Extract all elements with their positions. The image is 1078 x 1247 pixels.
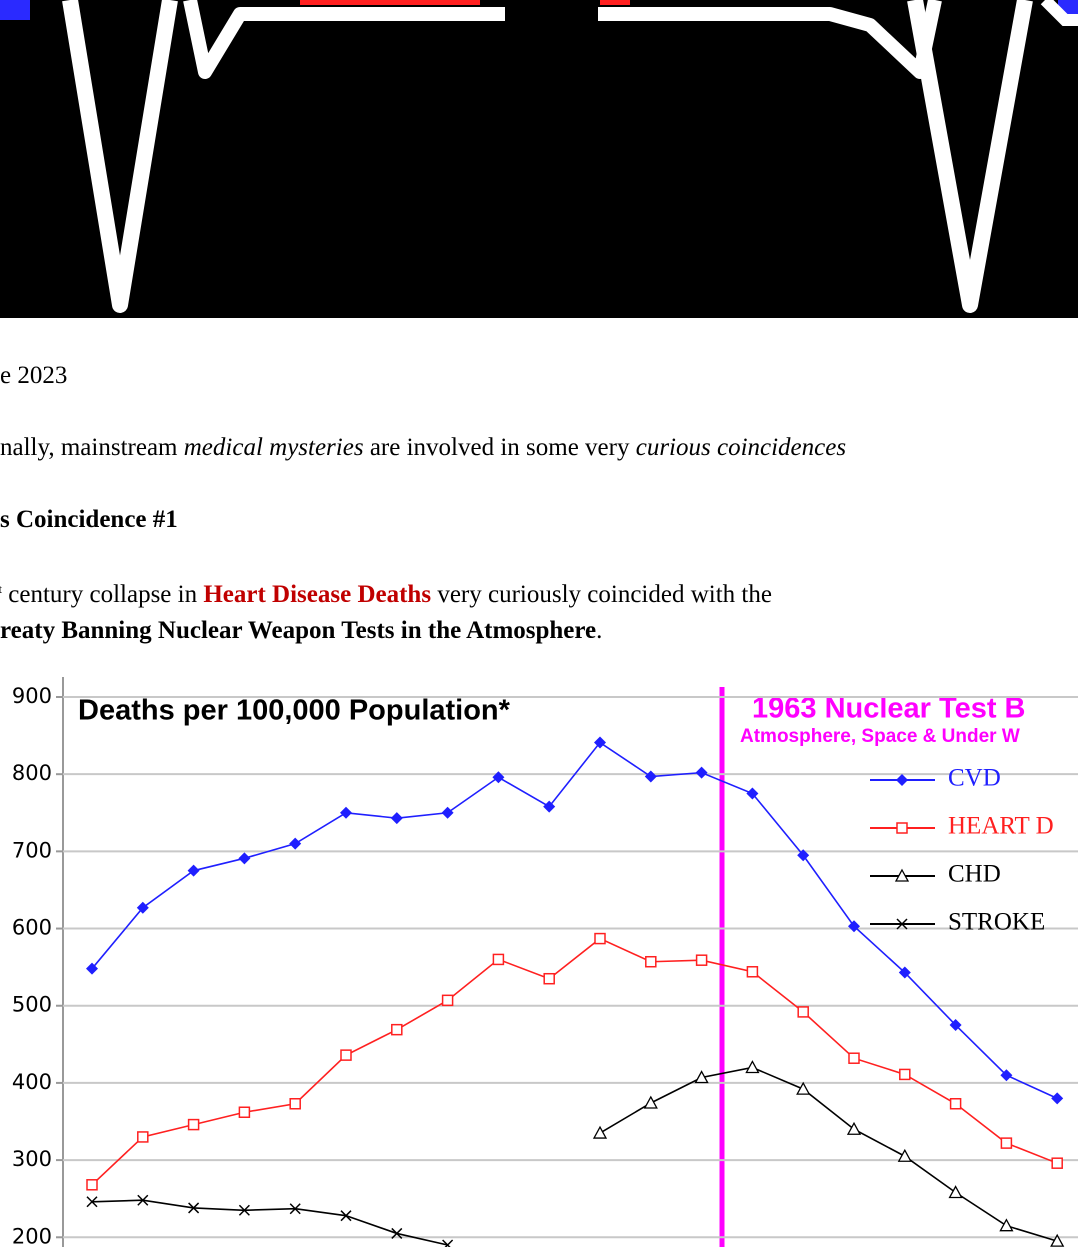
y-tick-label: 700 (12, 838, 52, 862)
text: are involved in some very (363, 434, 636, 461)
data-point (340, 1049, 352, 1061)
legend-label: STROKE (948, 909, 1045, 936)
text: reaty Banning Nuclear Weapon Tests in th… (0, 617, 597, 644)
data-point (694, 1070, 709, 1084)
text: medical mysteries (183, 434, 364, 461)
data-point (86, 1196, 98, 1208)
heading: s Coincidence #1 (0, 506, 178, 533)
paragraph: st century collapse in Heart Disease Dea… (0, 581, 772, 609)
sup: st (0, 581, 3, 596)
data-point (594, 932, 606, 945)
link[interactable]: Heart Disease Deaths (203, 581, 432, 608)
paragraph-line: reaty Banning Nuclear Weapon Tests in th… (0, 617, 602, 645)
data-point (695, 766, 708, 779)
date: e 2023 (0, 362, 68, 389)
legend-label: HEART D (948, 813, 1054, 840)
legend-marker (896, 918, 908, 930)
y-tick-label: 300 (12, 1147, 52, 1171)
data-point (796, 1081, 811, 1095)
text: very curiously coincided with the (431, 581, 772, 608)
data-point (746, 966, 759, 978)
data-point (643, 1095, 658, 1109)
data-point (238, 1106, 251, 1118)
data-point (897, 1148, 912, 1162)
data-point (238, 1204, 250, 1216)
y-tick-label: 500 (12, 993, 52, 1017)
data-point (340, 1210, 352, 1222)
data-point (1000, 1069, 1013, 1082)
data-point (187, 864, 200, 877)
data-point (137, 1194, 149, 1206)
legend-label: CVD (948, 765, 1001, 792)
data-point (645, 955, 657, 968)
data-point (899, 1068, 911, 1081)
data-point (390, 812, 403, 825)
data-point (391, 1023, 403, 1036)
data-point (594, 736, 606, 749)
intro: nally, mainstream medical mysteries are … (0, 434, 846, 462)
data-point (949, 1098, 962, 1110)
data-point (137, 1131, 149, 1143)
data-point (86, 962, 98, 975)
data-point (187, 1118, 200, 1131)
chart: Deaths per 100,000 Population* 1963 Nucl… (12, 677, 1078, 1247)
annotation-sub: Atmosphere, Space & Under W (740, 726, 1020, 747)
legend-marker (894, 868, 910, 882)
series-line (599, 1066, 1058, 1242)
y-tick-label: 600 (12, 916, 52, 940)
legend-label: CHD (948, 861, 1001, 888)
data-point (442, 1239, 454, 1247)
data-point (136, 901, 149, 914)
data-point (797, 849, 810, 862)
series-line (91, 937, 1058, 1186)
data-point (391, 1227, 403, 1239)
data-point (86, 1179, 98, 1191)
data-point (1050, 1233, 1065, 1247)
text: century collapse in (2, 581, 204, 608)
data-point (746, 787, 759, 800)
chart-title: Deaths per 100,000 Population* (78, 695, 511, 727)
data-point (745, 1060, 760, 1074)
data-point (898, 966, 911, 979)
data-point (188, 1202, 200, 1214)
y-tick-label: 800 (12, 761, 52, 785)
series-line (91, 1199, 448, 1246)
data-point (797, 1006, 809, 1018)
data-point (846, 1121, 862, 1135)
series-line (91, 741, 1058, 1100)
data-point (289, 1203, 301, 1215)
data-point (592, 1125, 608, 1139)
data-point (1000, 1137, 1013, 1149)
data-point (543, 972, 555, 985)
legend-marker (896, 822, 908, 834)
data-point (441, 806, 454, 819)
y-tick-label: 200 (12, 1224, 52, 1247)
data-point (1051, 1092, 1064, 1105)
data-point (441, 994, 454, 1007)
data-point (289, 837, 302, 850)
y-tick-label: 400 (12, 1070, 52, 1094)
data-point (948, 1185, 963, 1199)
data-point (848, 1052, 860, 1064)
data-point (492, 771, 505, 784)
data-point (289, 1098, 301, 1110)
data-point (1051, 1157, 1063, 1169)
text: nally, mainstream (0, 434, 184, 461)
text: curious coincidences (635, 434, 847, 461)
data-point (644, 770, 657, 783)
data-point (695, 954, 708, 966)
data-point (492, 953, 505, 966)
banner (0, 0, 1078, 318)
data-point (543, 800, 556, 813)
data-point (848, 920, 860, 933)
data-point (238, 852, 251, 865)
legend-marker (896, 774, 908, 786)
data-point (999, 1218, 1014, 1232)
y-tick-label: 900 (12, 684, 52, 708)
data-point (949, 1019, 962, 1032)
text: . (596, 617, 603, 644)
data-point (340, 806, 352, 819)
